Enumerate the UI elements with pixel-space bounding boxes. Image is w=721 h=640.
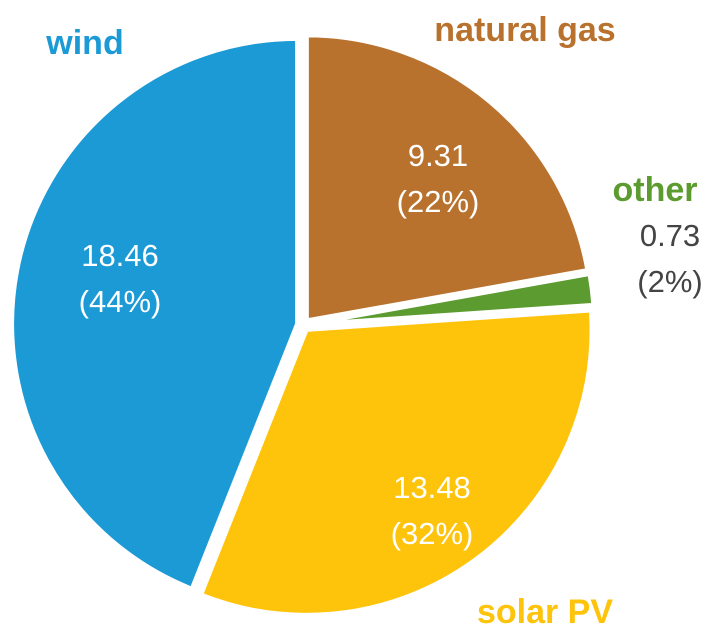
percent-label: (44%) bbox=[79, 284, 162, 319]
percent-label: (32%) bbox=[391, 516, 474, 551]
pie-slice bbox=[10, 36, 300, 592]
category-label: solar PV bbox=[477, 593, 613, 631]
value-label: 0.73 bbox=[640, 218, 700, 253]
value-label: 18.46 bbox=[81, 238, 159, 273]
pie-slice bbox=[308, 271, 596, 327]
percent-label: (22%) bbox=[397, 184, 480, 219]
pie-slice bbox=[198, 308, 594, 617]
percent-label: (2%) bbox=[637, 264, 702, 299]
pie-slice bbox=[304, 33, 590, 323]
value-label: 13.48 bbox=[393, 470, 471, 505]
value-label: 9.31 bbox=[408, 138, 468, 173]
category-label: other bbox=[613, 171, 698, 209]
category-label: natural gas bbox=[434, 11, 615, 49]
category-label: wind bbox=[45, 24, 123, 62]
